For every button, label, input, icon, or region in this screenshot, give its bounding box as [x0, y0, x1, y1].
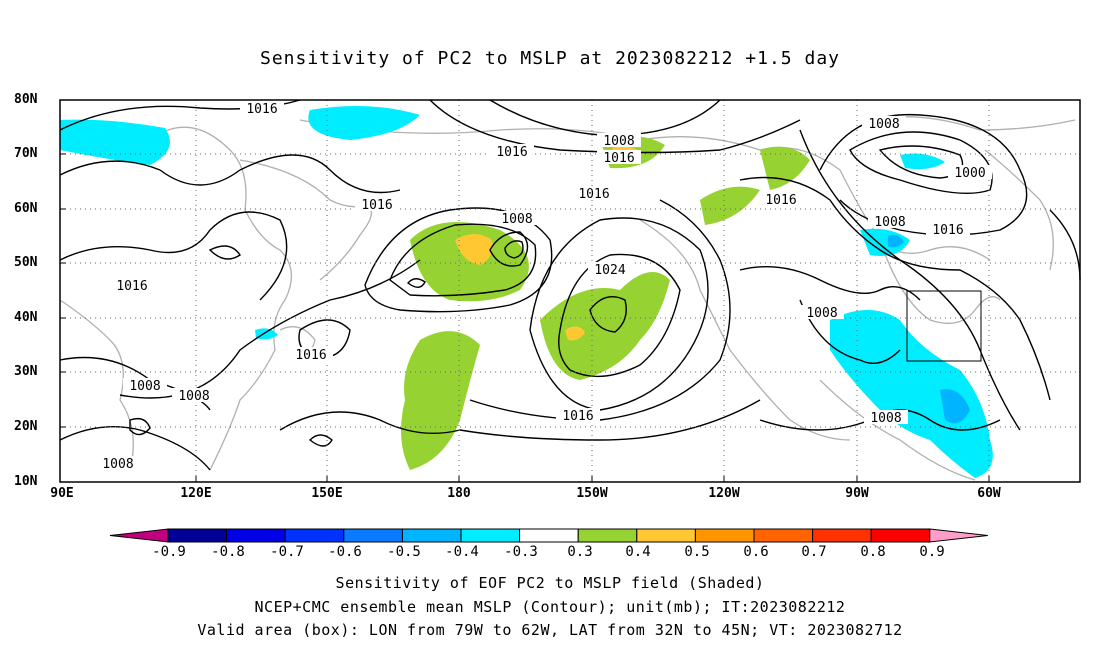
colorbar-label: 0.9 — [919, 544, 945, 560]
colorbar-swatch — [870, 528, 931, 543]
colorbar-swatch — [167, 528, 228, 543]
contour-label: 1016 — [932, 223, 963, 238]
contour-label: 1008 — [102, 457, 133, 472]
colorbar-swatch — [460, 528, 521, 543]
colorbar-label: 0.4 — [625, 544, 651, 560]
colorbar-swatch — [577, 528, 638, 543]
lon-label: 180 — [447, 486, 471, 501]
contour-label: 1016 — [562, 409, 593, 424]
colorbar-label: 0.3 — [567, 544, 593, 560]
colorbar-label: 0.8 — [860, 544, 886, 560]
contour-label: 1008 — [806, 306, 837, 321]
contour-label: 1008 — [603, 134, 634, 149]
contour-labels: 1016 1008 1016 1016 1008 1016 1016 1008 … — [96, 101, 992, 472]
colorbar-swatch — [694, 528, 755, 543]
colorbar-label: -0.4 — [445, 544, 479, 560]
contour-label: 1016 — [295, 348, 326, 363]
valid-area-box — [906, 290, 982, 362]
lat-label: 40N — [14, 310, 38, 325]
colorbar-swatch — [401, 528, 462, 543]
colorbar-label: -0.7 — [270, 544, 304, 560]
contour-label: 1016 — [496, 145, 527, 160]
coastlines — [59, 116, 1076, 481]
contour-label: 1008 — [868, 117, 899, 132]
caption-line-1: Sensitivity of EOF PC2 to MSLP field (Sh… — [335, 574, 765, 592]
contour-label: 1000 — [954, 166, 985, 181]
lon-label: 60W — [977, 486, 1001, 501]
map-title: Sensitivity of PC2 to MSLP at 2023082212… — [259, 48, 840, 69]
lon-label: 120E — [180, 486, 212, 501]
lat-label: 10N — [14, 474, 38, 489]
colorbar-swatch — [109, 528, 169, 543]
lat-label: 30N — [14, 364, 38, 379]
contour-label: 1016 — [246, 102, 277, 117]
colorbar-label: 0.7 — [801, 544, 827, 560]
colorbar-swatch — [929, 528, 988, 543]
frame-ticks — [60, 153, 990, 482]
colorbar-label: -0.3 — [504, 544, 538, 560]
contour-label: 1016 — [578, 187, 609, 202]
lon-label: 90W — [845, 486, 869, 501]
map-frame — [59, 99, 1081, 483]
colorbar-swatch — [519, 528, 579, 543]
contour-label: 1008 — [178, 389, 209, 404]
graticule — [60, 100, 1080, 482]
colorbar-swatch — [636, 528, 696, 543]
colorbar-label: -0.8 — [211, 544, 245, 560]
lat-label: 20N — [14, 419, 38, 434]
colorbar-swatch — [812, 528, 872, 543]
lat-label: 60N — [14, 201, 38, 216]
contour-label: 1016 — [116, 279, 147, 294]
contour-label: 1016 — [765, 193, 796, 208]
colorbar — [109, 528, 988, 543]
lat-label: 80N — [14, 92, 38, 107]
caption-line-3: Valid area (box): LON from 79W to 62W, L… — [197, 621, 903, 639]
contour-label: 1008 — [874, 215, 905, 230]
colorbar-label: -0.5 — [387, 544, 421, 560]
contour-label: 1008 — [870, 411, 901, 426]
colorbar-label: 0.6 — [743, 544, 769, 560]
lon-label: 120W — [708, 486, 740, 501]
contour-label: 1008 — [129, 379, 160, 394]
caption-line-2: NCEP+CMC ensemble mean MSLP (Contour); u… — [254, 598, 846, 616]
lat-label: 70N — [14, 146, 38, 161]
contour-label: 1024 — [594, 263, 625, 278]
contour-label: 1016 — [361, 198, 392, 213]
contour-label: 1016 — [603, 151, 634, 166]
colorbar-label: -0.9 — [152, 544, 186, 560]
colorbar-swatch — [343, 528, 403, 543]
colorbar-label: -0.6 — [328, 544, 362, 560]
lat-label: 50N — [14, 255, 38, 270]
lon-label: 150E — [311, 486, 343, 501]
lon-label: 150W — [576, 486, 608, 501]
lon-label: 90E — [50, 486, 74, 501]
colorbar-label: 0.5 — [684, 544, 710, 560]
colorbar-swatch — [284, 528, 345, 543]
contour-label: 1008 — [501, 212, 532, 227]
colorbar-swatch — [226, 528, 286, 543]
colorbar-swatch — [753, 528, 814, 543]
